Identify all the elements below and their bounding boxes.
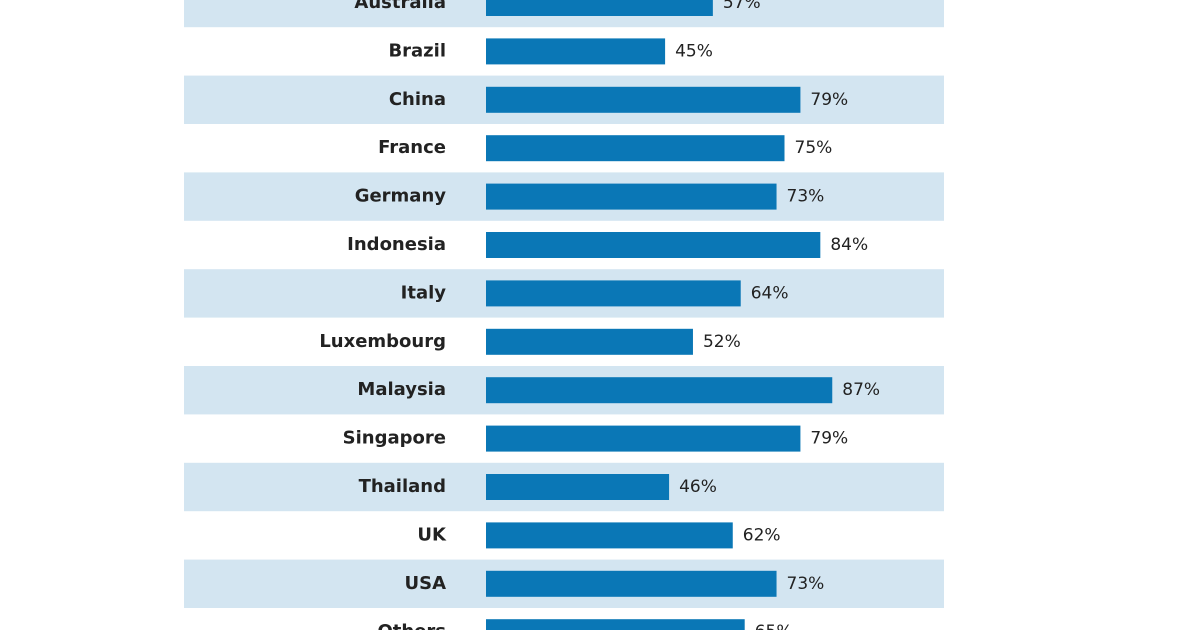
category-label: UK: [417, 524, 447, 545]
bar: [486, 86, 801, 113]
value-label: 62%: [743, 525, 781, 545]
value-label: 52%: [703, 332, 741, 352]
category-label: Brazil: [388, 40, 446, 61]
bar: [486, 522, 733, 549]
category-label: Germany: [355, 186, 447, 207]
value-label: 87%: [842, 380, 880, 400]
bar: [486, 135, 785, 162]
category-label: Others: [377, 621, 446, 630]
category-label: Malaysia: [357, 379, 446, 400]
bar: [486, 570, 777, 597]
bar: [486, 232, 821, 258]
category-label: Singapore: [343, 428, 446, 449]
category-label: USA: [404, 573, 446, 594]
bar: [486, 377, 833, 404]
category-label: France: [378, 137, 446, 158]
category-label: Indonesia: [347, 234, 446, 255]
bar: [486, 425, 801, 452]
bar: [486, 0, 713, 16]
bar: [486, 183, 777, 210]
bar: [486, 38, 666, 65]
category-label: Thailand: [359, 476, 446, 497]
value-label: 79%: [810, 429, 848, 449]
bar: [486, 619, 745, 630]
category-label: Luxembourg: [319, 331, 446, 352]
bar: [486, 474, 670, 500]
value-label: 79%: [810, 90, 848, 110]
value-label: 45%: [675, 41, 713, 61]
value-label: 64%: [751, 283, 789, 303]
value-label: 75%: [795, 138, 833, 158]
value-label: 73%: [787, 187, 825, 207]
value-label: 57%: [723, 0, 761, 13]
bar: [486, 328, 693, 355]
category-label: China: [389, 89, 446, 110]
value-label: 84%: [830, 235, 868, 255]
category-label: Italy: [401, 282, 447, 303]
bar: [486, 280, 741, 307]
value-label: 46%: [679, 477, 717, 497]
category-label: Australia: [354, 0, 446, 13]
value-label: 65%: [755, 622, 793, 630]
value-label: 73%: [787, 574, 825, 594]
